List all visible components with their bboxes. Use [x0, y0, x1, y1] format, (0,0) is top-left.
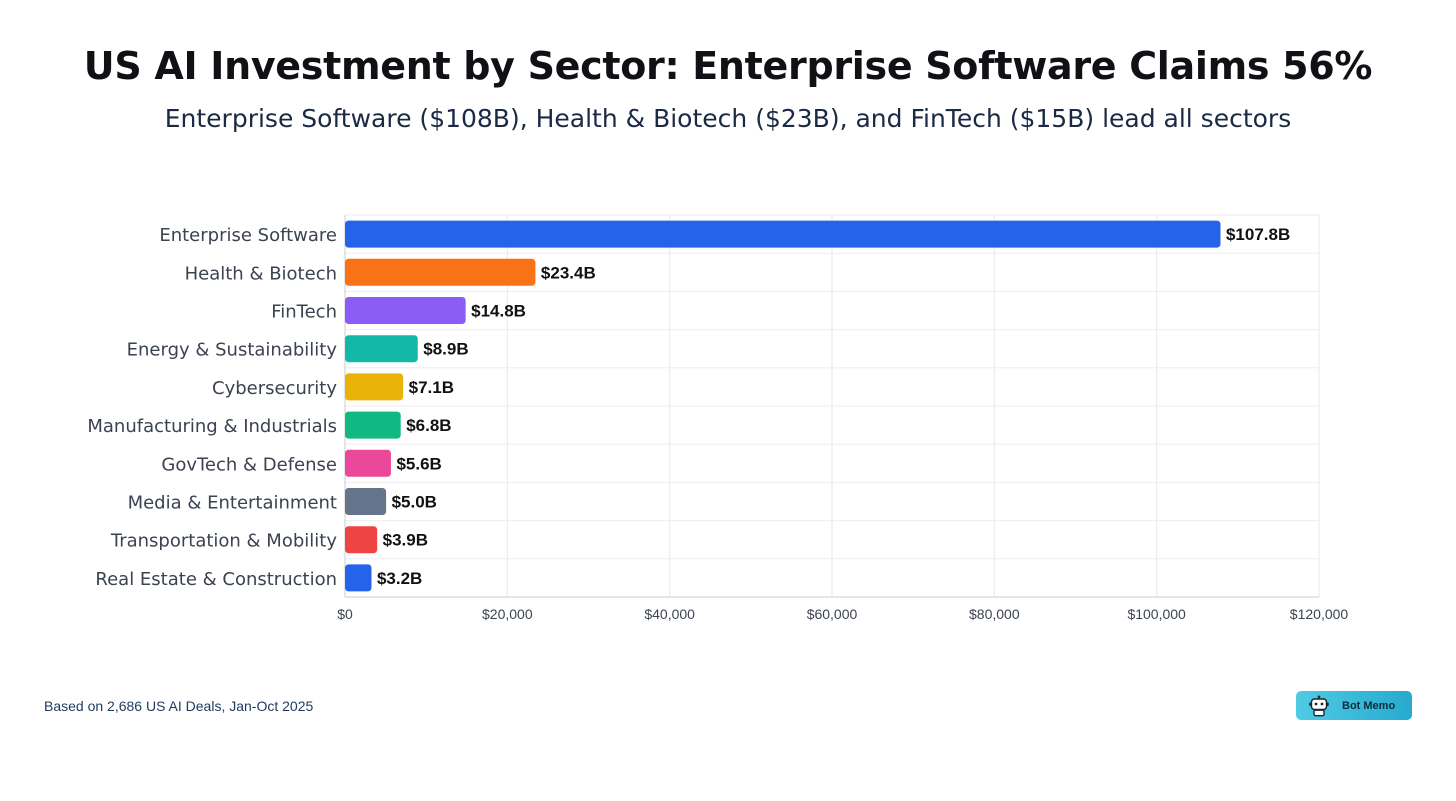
x-tick-label: $40,000	[644, 606, 695, 622]
data-label: $6.8B	[406, 416, 451, 435]
badge-label: Bot Memo	[1342, 699, 1396, 712]
category-label: Health & Biotech	[185, 263, 337, 284]
chart-subtitle: Enterprise Software ($108B), Health & Bi…	[164, 104, 1292, 133]
data-label: $107.8B	[1226, 225, 1290, 244]
bot-memo-badge[interactable]: Bot Memo	[1296, 691, 1412, 720]
category-label: Media & Entertainment	[128, 493, 337, 514]
grid-lines	[344, 214, 1320, 598]
category-label: Cybersecurity	[212, 378, 337, 399]
bar	[345, 220, 1221, 248]
bar	[345, 335, 418, 363]
bar	[345, 297, 466, 324]
category-label: GovTech & Defense	[161, 454, 337, 475]
data-label: $23.4B	[541, 263, 596, 282]
bar	[345, 258, 536, 286]
category-label: Enterprise Software	[159, 225, 337, 246]
category-label: Real Estate & Construction	[95, 569, 337, 590]
category-label: Energy & Sustainability	[127, 340, 338, 361]
category-label: Transportation & Mobility	[110, 531, 337, 552]
bar	[345, 373, 404, 401]
x-tick-label: $20,000	[482, 606, 533, 622]
chart-title: US AI Investment by Sector: Enterprise S…	[83, 44, 1373, 88]
x-tick-label: $0	[337, 606, 353, 622]
x-tick-label: $60,000	[807, 606, 858, 622]
bar	[345, 449, 391, 477]
data-label: $3.9B	[383, 531, 428, 550]
labels: $0 $20,000 $40,000 $60,000 $80,000 $100,000 $1…	[87, 225, 1348, 622]
x-tick-label: $80,000	[969, 606, 1020, 622]
bar	[345, 526, 378, 554]
data-label: $8.9B	[423, 340, 468, 359]
data-label: $14.8B	[471, 302, 526, 321]
bar	[345, 411, 401, 439]
x-tick-label: $100,000	[1127, 606, 1186, 622]
data-label: $3.2B	[377, 569, 422, 588]
category-label: Manufacturing & Industrials	[87, 416, 337, 437]
data-label: $5.0B	[392, 493, 437, 512]
robot-icon	[1308, 695, 1330, 717]
data-label: $7.1B	[409, 378, 454, 397]
bar	[345, 564, 372, 592]
category-label: FinTech	[271, 302, 337, 323]
x-tick-label: $120,000	[1290, 606, 1349, 622]
data-label: $5.6B	[396, 454, 441, 473]
bars	[345, 220, 1221, 592]
footnote: Based on 2,686 US AI Deals, Jan-Oct 2025	[44, 698, 314, 714]
bar	[345, 488, 387, 515]
